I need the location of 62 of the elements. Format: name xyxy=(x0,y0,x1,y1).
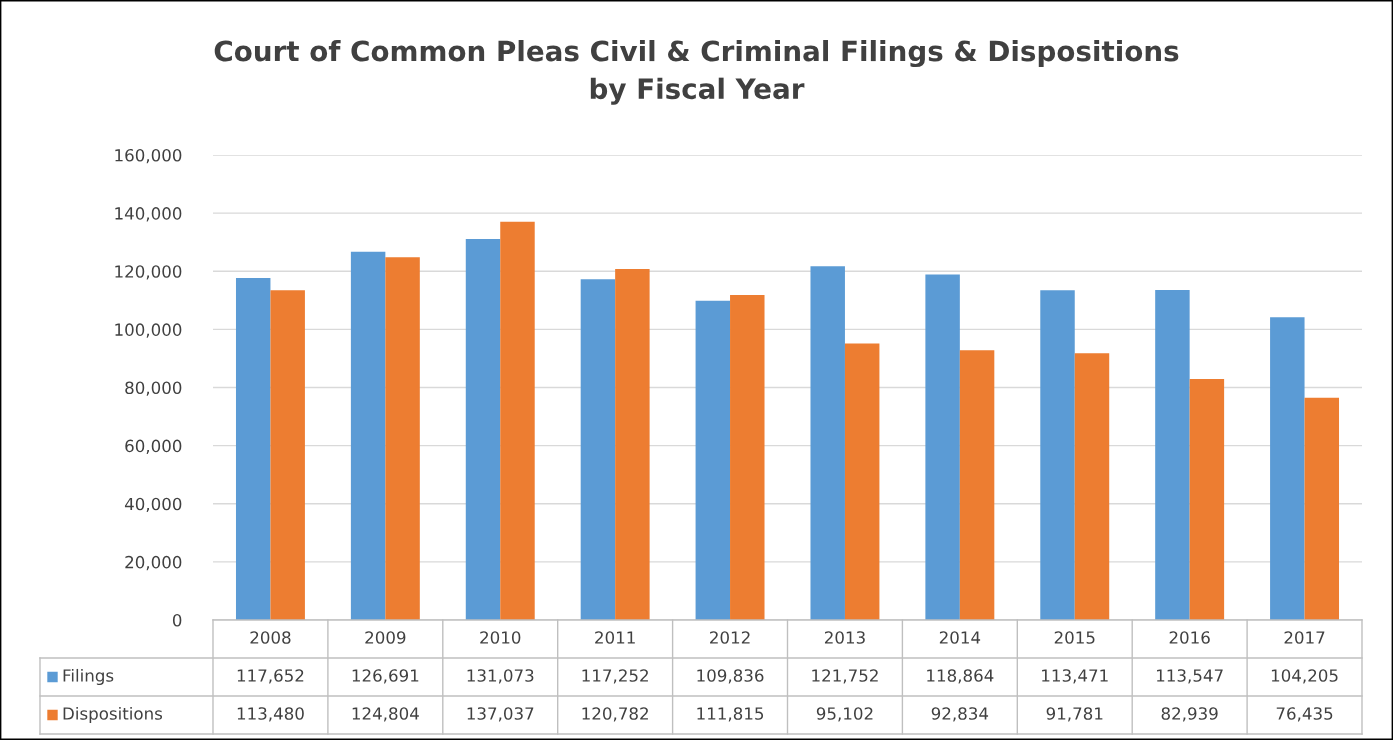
bar xyxy=(1155,290,1190,620)
bar xyxy=(350,251,386,620)
x-tick-label: 2011 xyxy=(595,631,635,644)
bar xyxy=(1304,397,1340,620)
data-label: 113,480 xyxy=(237,707,304,722)
x-tick-label: 2008 xyxy=(250,631,291,644)
data-label: 104,205 xyxy=(1271,669,1338,684)
bar xyxy=(235,278,271,620)
bar xyxy=(844,343,880,620)
y-tick-label: 20,000 xyxy=(125,555,182,571)
data-label: 76,435 xyxy=(1276,707,1333,722)
bar xyxy=(580,279,616,620)
data-label: 113,471 xyxy=(1042,669,1108,684)
y-tick-label: 160,000 xyxy=(115,148,182,164)
y-tick-label: 0 xyxy=(172,613,182,627)
bar xyxy=(810,266,845,620)
bar xyxy=(500,221,535,620)
data-label: 109,836 xyxy=(697,669,764,684)
data-label: 137,037 xyxy=(467,707,534,722)
data-label: 91,781 xyxy=(1046,707,1103,722)
x-tick-label: 2016 xyxy=(1169,631,1210,644)
y-tick-label: 140,000 xyxy=(115,207,182,222)
bar xyxy=(695,300,731,620)
data-label: 82,939 xyxy=(1161,707,1218,722)
data-label: 126,691 xyxy=(352,669,419,684)
bar xyxy=(615,268,650,620)
x-tick-label: 2012 xyxy=(710,631,750,644)
y-tick-label: 120,000 xyxy=(115,265,182,280)
data-label: 113,547 xyxy=(1157,669,1223,684)
legend-label: Filings xyxy=(63,668,114,686)
data-label: 120,782 xyxy=(582,707,648,722)
bar xyxy=(1040,290,1075,620)
x-tick-label: 2010 xyxy=(480,631,521,644)
bar xyxy=(730,295,765,620)
y-tick-label: 80,000 xyxy=(125,381,182,396)
y-tick-label: 60,000 xyxy=(125,439,182,454)
x-tick-label: 2009 xyxy=(365,631,406,644)
bar xyxy=(959,350,995,620)
x-tick-label: 2015 xyxy=(1054,631,1095,644)
data-label: 131,073 xyxy=(467,669,534,684)
data-label: 92,834 xyxy=(931,707,989,722)
y-tick-label: 40,000 xyxy=(124,497,182,513)
data-label: 124,804 xyxy=(352,707,419,722)
bar xyxy=(1189,378,1225,620)
chart-title: Court of Common Pleas Civil & Criminal Filings & Dispositions by Fiscal Year xyxy=(214,40,1179,105)
bar xyxy=(270,290,305,620)
data-label: 111,815 xyxy=(697,707,764,722)
bar xyxy=(385,257,420,620)
bar xyxy=(1074,353,1110,620)
data-label: 95,102 xyxy=(816,707,873,722)
x-tick-label: 2017 xyxy=(1284,631,1325,644)
data-label: 118,864 xyxy=(927,669,994,684)
data-label: 117,652 xyxy=(237,669,304,684)
bar xyxy=(925,274,960,620)
data-label: 117,252 xyxy=(582,669,648,684)
bar xyxy=(465,239,501,620)
bar xyxy=(1270,317,1305,620)
y-tick-label: 100,000 xyxy=(115,323,182,338)
legend-label: Dispositions xyxy=(63,706,163,724)
data-label: 121,752 xyxy=(812,669,878,684)
x-tick-label: 2013 xyxy=(824,631,865,644)
x-tick-label: 2014 xyxy=(939,631,981,644)
